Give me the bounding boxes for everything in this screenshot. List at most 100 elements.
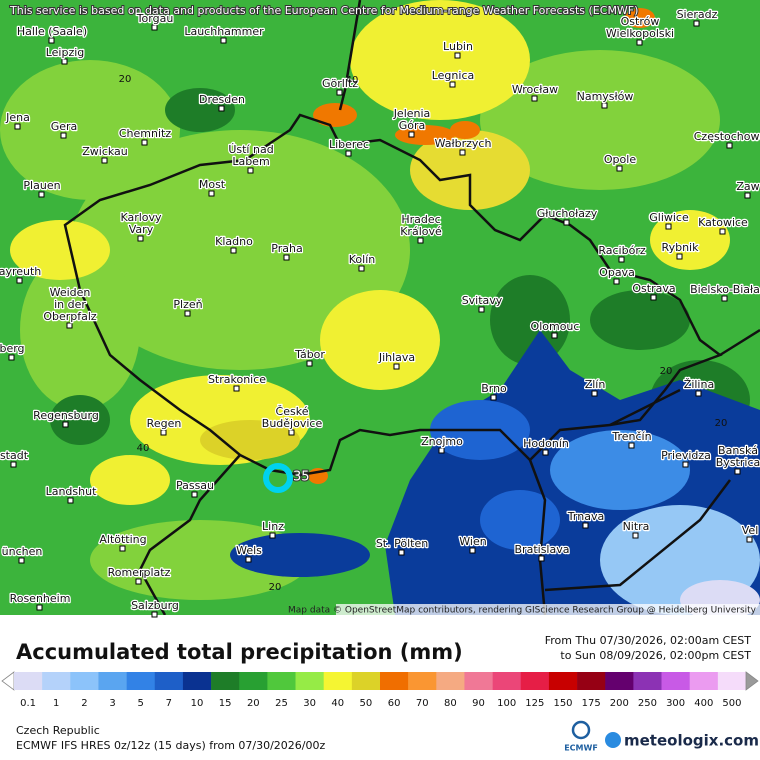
city-dot — [438, 447, 445, 454]
city-label: Gera — [51, 120, 78, 133]
colorbar-segment — [126, 672, 156, 690]
city-dot — [726, 142, 733, 149]
city-label: Jena — [5, 111, 30, 124]
city-dot — [160, 429, 167, 436]
city-label: Legnica — [432, 69, 475, 82]
meteologix-text[interactable]: meteologix.com — [624, 732, 759, 750]
city-label: Zwickau — [82, 145, 128, 158]
city-label: Kolín — [349, 253, 376, 266]
city-label: Vary — [129, 223, 154, 236]
city-label: Olomouc — [531, 320, 580, 333]
city-label: Plauen — [23, 179, 60, 192]
city-dot — [628, 442, 635, 449]
colorbar-segment — [436, 672, 465, 690]
city-label: Góra — [399, 119, 426, 132]
city-dot — [14, 123, 21, 130]
city-label: Praha — [271, 242, 302, 255]
city-label: Wels — [236, 544, 262, 557]
colorbar-over — [745, 671, 759, 691]
colorbar-segment — [408, 672, 437, 690]
city-dot — [345, 150, 352, 157]
colorbar-segment — [211, 672, 240, 690]
city-label: Rosenheim — [10, 592, 71, 605]
colorbar-label: 150 — [553, 698, 572, 709]
colorbar-segment — [661, 672, 690, 690]
period-from: From Thu 07/30/2026, 02:00am CEST — [545, 634, 752, 647]
colorbar-segment — [323, 672, 353, 690]
city-label: Opava — [599, 266, 635, 279]
city-dot — [18, 557, 25, 564]
city-dot — [538, 555, 545, 562]
colorbar-segment — [351, 672, 381, 690]
city-dot — [218, 105, 225, 112]
city-label: Głuchołazy — [537, 207, 598, 220]
contour-label: 40 — [346, 75, 359, 86]
city-label: Trenčín — [611, 430, 651, 443]
colorbar-label: 7 — [166, 698, 172, 709]
contour-label: 20 — [715, 418, 728, 429]
colorbar-segment — [182, 672, 212, 690]
city-dot — [449, 81, 456, 88]
city-label: Králové — [400, 225, 442, 238]
city-dot — [247, 167, 254, 174]
city-label: Plzeň — [173, 298, 202, 311]
city-dot — [542, 449, 549, 456]
colorbar-segment — [633, 672, 662, 690]
colorbar-segment — [689, 672, 719, 690]
colorbar-label: 50 — [360, 698, 373, 709]
map-labels: Torgau Halle (Saale) Lauchhammer OstrówWiel… — [0, 7, 760, 618]
colorbar-label: 0.1 — [20, 698, 36, 709]
colorbar-segment — [605, 672, 634, 690]
city-dot — [618, 256, 625, 263]
city-dot — [665, 223, 672, 230]
city-label: ayreuth — [0, 265, 41, 278]
city-dot — [38, 191, 45, 198]
city-dot — [336, 89, 343, 96]
city-label: Znojmo — [421, 435, 463, 448]
colorbar-label: 40 — [331, 698, 344, 709]
colorbar-label: 100 — [497, 698, 516, 709]
colorbar-label: 300 — [666, 698, 685, 709]
location-marker[interactable] — [263, 463, 293, 493]
city-dot — [551, 332, 558, 339]
colorbar-label: 80 — [444, 698, 457, 709]
city-label: Vel — [742, 524, 759, 537]
colorbar-label: 1 — [53, 698, 59, 709]
city-dot — [62, 421, 69, 428]
colorbar-segment — [70, 672, 99, 690]
city-dot — [693, 20, 700, 27]
city-dot — [141, 139, 148, 146]
city-dot — [582, 522, 589, 529]
city-label: Prievidza — [661, 449, 711, 462]
city-label: Wałbrzych — [435, 137, 492, 150]
city-label: České — [276, 405, 309, 418]
city-label: Rybnik — [662, 241, 700, 254]
colorbar-label: 250 — [638, 698, 657, 709]
city-label: Katowice — [698, 216, 748, 229]
city-dot — [16, 277, 23, 284]
city-label: Wien — [459, 535, 486, 548]
city-dot — [36, 604, 43, 611]
colorbar-label: 70 — [416, 698, 429, 709]
colorbar: 0.1 1 2 3 5 7 10 15 20 25 30 40 50 60 70 80 90 100 125 150 1… — [1, 671, 759, 709]
city-label: Gliwice — [649, 211, 689, 224]
model: ECMWF IFS HRES 0z/12z (15 days) from 07/… — [16, 739, 326, 752]
city-label: Strakonice — [208, 373, 266, 386]
city-dot — [636, 39, 643, 46]
city-dot — [101, 157, 108, 164]
colorbar-segment — [577, 672, 606, 690]
city-label: Görlitz — [322, 77, 358, 90]
city-dot — [208, 190, 215, 197]
contour-label: 20 — [660, 366, 673, 377]
colorbar-label: 175 — [582, 698, 601, 709]
city-dot — [393, 363, 400, 370]
city-dot — [151, 611, 158, 618]
colorbar-segment — [14, 672, 43, 690]
city-label: Zaw — [736, 180, 759, 193]
city-label: Chemnitz — [119, 127, 171, 140]
city-label: Budějovice — [262, 417, 323, 430]
city-dot — [746, 536, 753, 543]
city-label: Dresden — [199, 93, 245, 106]
city-dot — [398, 549, 405, 556]
city-dot — [245, 556, 252, 563]
